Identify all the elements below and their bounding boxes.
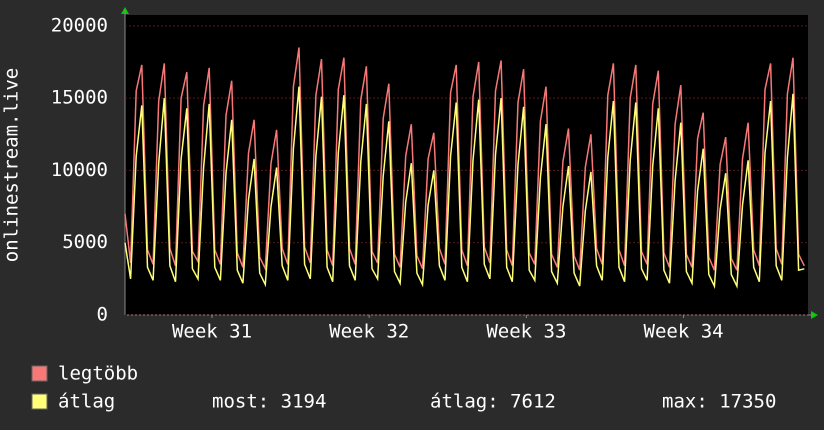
- legend-label: legtöbb: [58, 363, 138, 385]
- x-tick-label: Week 31: [172, 321, 252, 343]
- y-tick-label: 0: [97, 304, 108, 326]
- x-tick-label: Week 32: [329, 321, 409, 343]
- legend-swatch: [31, 393, 48, 410]
- y-tick-label: 5000: [62, 231, 108, 253]
- legend-stat: átlag: 7612: [430, 391, 556, 413]
- x-tick-label: Week 33: [486, 321, 566, 343]
- x-tick-label: Week 34: [644, 321, 724, 343]
- legend-label: átlag: [58, 391, 115, 413]
- y-tick-label: 15000: [51, 87, 108, 109]
- y-tick-label: 20000: [51, 14, 108, 36]
- series-line: [124, 47, 805, 272]
- series-line: [124, 86, 805, 289]
- legend-stat: max: 17350: [662, 391, 776, 413]
- legend-stat: most: 3194: [212, 391, 326, 413]
- legend-swatch: [31, 365, 48, 382]
- y-tick-label: 10000: [51, 159, 108, 181]
- axis-arrow: [811, 311, 818, 319]
- y-axis-title: onlinestream.live: [1, 68, 23, 262]
